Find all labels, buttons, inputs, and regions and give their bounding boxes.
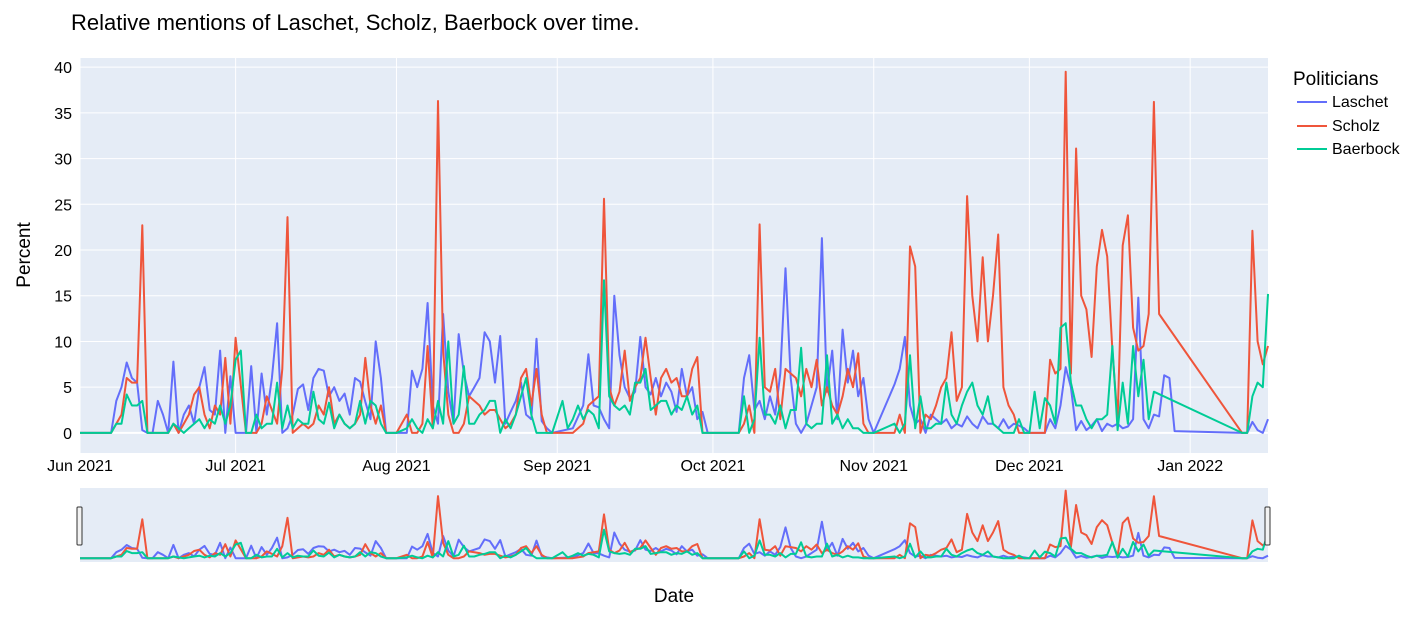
legend-item-scholz[interactable]: Scholz [1297, 118, 1380, 135]
y-axis-ticks: 0 5 10 15 20 25 30 35 40 [54, 60, 72, 443]
legend-title: Politicians [1293, 69, 1379, 90]
range-slider-right-handle[interactable] [1264, 506, 1271, 546]
x-tick-label: Jun 2021 [47, 458, 113, 475]
series-line-baerbock[interactable] [80, 279, 1269, 434]
x-tick-label: Oct 2021 [680, 458, 745, 475]
y-tick-label: 40 [54, 60, 72, 77]
x-tick-label: Jul 2021 [205, 458, 266, 475]
x-axis-title: Date [654, 586, 694, 607]
series-line-scholz[interactable] [80, 70, 1269, 434]
y-tick-label: 25 [54, 197, 72, 214]
x-tick-label: Dec 2021 [995, 458, 1064, 475]
legend-label-scholz: Scholz [1332, 118, 1380, 135]
x-tick-label: Nov 2021 [839, 458, 908, 475]
legend: Politicians Laschet Scholz Baerbock [1293, 69, 1401, 158]
x-tick-label: Aug 2021 [362, 458, 431, 475]
y-tick-label: 35 [54, 106, 72, 123]
y-tick-label: 0 [63, 426, 72, 443]
range-slider-left-handle[interactable] [76, 506, 83, 546]
y-tick-label: 30 [54, 152, 72, 169]
y-tick-label: 5 [63, 380, 72, 397]
range-slider-line-baerbock [80, 528, 1269, 560]
x-tick-label: Sep 2021 [523, 458, 592, 475]
x-axis-ticks: Jun 2021 Jul 2021 Aug 2021 Sep 2021 Oct 2021… [47, 458, 1223, 475]
y-tick-label: 20 [54, 243, 72, 260]
y-axis-title: Percent [14, 222, 35, 288]
chart-title: Relative mentions of Laschet, Scholz, Ba… [71, 10, 640, 35]
legend-label-baerbock: Baerbock [1332, 141, 1401, 158]
y-tick-label: 10 [54, 334, 72, 351]
legend-label-laschet: Laschet [1332, 94, 1389, 111]
y-tick-label: 15 [54, 289, 72, 306]
x-tick-label: Jan 2022 [1157, 458, 1223, 475]
series-lines [80, 70, 1269, 434]
legend-item-baerbock[interactable]: Baerbock [1297, 141, 1401, 158]
range-slider[interactable] [80, 488, 1268, 562]
legend-item-laschet[interactable]: Laschet [1297, 94, 1389, 111]
range-slider-lines [80, 489, 1269, 560]
plot-area[interactable] [80, 58, 1268, 453]
